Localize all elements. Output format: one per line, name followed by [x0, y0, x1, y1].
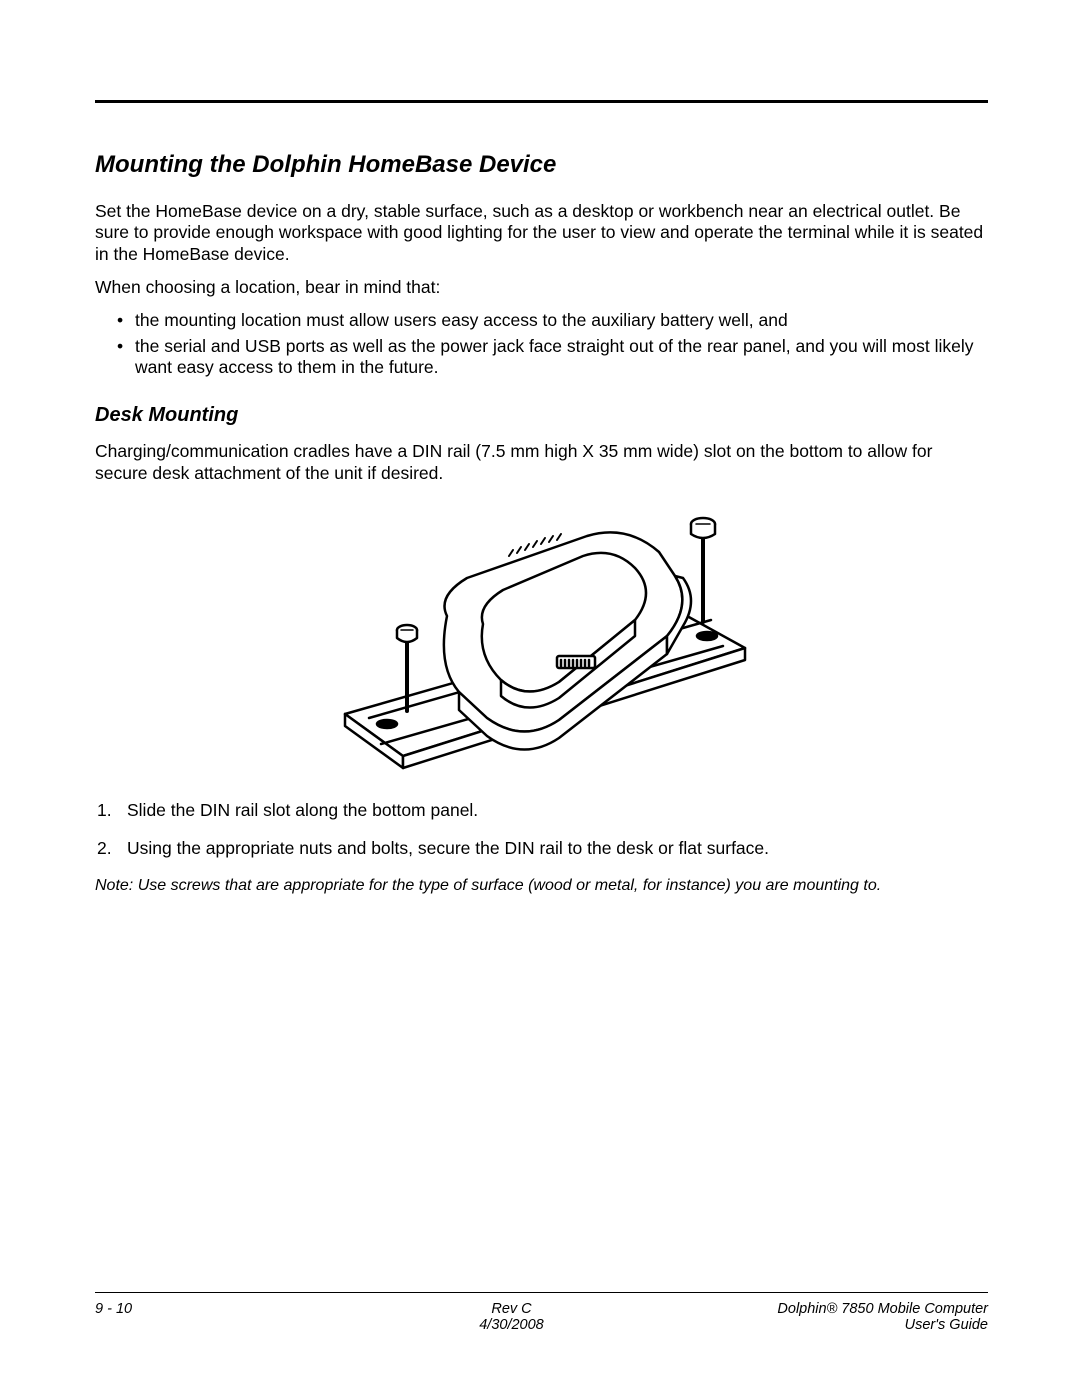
paragraph-location-lead: When choosing a location, bear in mind t… — [95, 277, 988, 298]
bullet-list: the mounting location must allow users e… — [95, 310, 988, 378]
rule-top — [95, 100, 988, 103]
rule-bottom — [95, 1292, 988, 1293]
step-item: 2. Using the appropriate nuts and bolts,… — [97, 838, 988, 860]
footer-doc-title: Dolphin® 7850 Mobile Computer User's Gui… — [728, 1301, 988, 1333]
bullet-item: the serial and USB ports as well as the … — [117, 336, 988, 379]
footer-revision: Rev C 4/30/2008 — [295, 1301, 728, 1333]
step-text: Using the appropriate nuts and bolts, se… — [127, 838, 769, 860]
step-number: 1. — [97, 800, 127, 822]
figure-cradle-din-rail — [95, 496, 988, 786]
page-footer: 9 - 10 Rev C 4/30/2008 Dolphin® 7850 Mob… — [95, 1292, 988, 1333]
heading-main: Mounting the Dolphin HomeBase Device — [95, 151, 988, 179]
step-number: 2. — [97, 838, 127, 860]
note-text: Note: Use screws that are appropriate fo… — [95, 876, 988, 896]
bullet-item: the mounting location must allow users e… — [117, 310, 988, 331]
footer-page-number: 9 - 10 — [95, 1301, 295, 1333]
step-item: 1. Slide the DIN rail slot along the bot… — [97, 800, 988, 822]
step-text: Slide the DIN rail slot along the bottom… — [127, 800, 478, 822]
ordered-steps: 1. Slide the DIN rail slot along the bot… — [95, 800, 988, 860]
paragraph-desk: Charging/communication cradles have a DI… — [95, 441, 988, 484]
heading-desk-mounting: Desk Mounting — [95, 404, 988, 427]
paragraph-intro: Set the HomeBase device on a dry, stable… — [95, 201, 988, 265]
